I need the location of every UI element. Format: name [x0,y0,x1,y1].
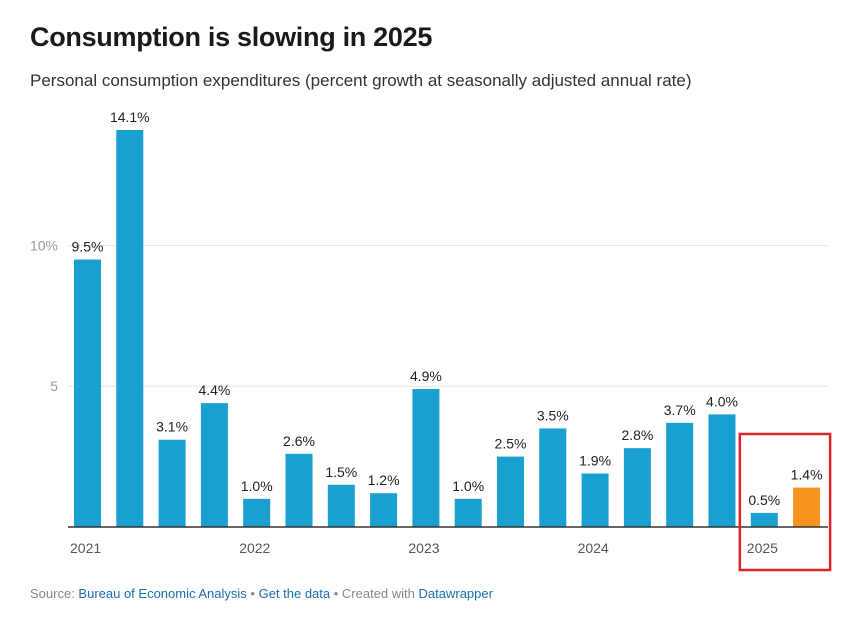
bar-value-label: 1.0% [241,478,273,494]
bar-value-label: 4.4% [198,382,230,398]
bar-value-label: 1.4% [791,467,823,483]
bar-chart: 10% 5 9.5% 14.1% 3.1% 4.4% 1.0% 2.6% 1.5% 1.2% 4.9… [30,109,832,572]
get-data-link[interactable]: Get the data [258,586,331,601]
x-year-label: 2025 [747,540,778,556]
bar [666,422,694,527]
bar [158,439,186,527]
bar [708,414,736,527]
bar-value-label: 2.6% [283,433,315,449]
y-tick-label: 5 [50,378,58,394]
bar [285,453,313,527]
footer-source: Source: Bureau of Economic Analysis • Ge… [30,586,493,601]
highlight-box [738,432,832,572]
y-tick-label: 10% [30,237,58,253]
bar-value-label: 2.8% [621,427,653,443]
bar-value-label: 1.9% [579,453,611,469]
bar [497,456,524,527]
bar-value-label: 3.1% [156,419,188,435]
bar-value-label: 3.7% [664,402,696,418]
x-year-label: 2024 [578,540,609,556]
bar [539,428,567,527]
footer-created-with: • Created with [330,586,419,601]
bar [454,498,482,527]
bar [623,448,651,527]
bar [327,484,355,527]
bar-value-label: 2.5% [495,436,527,452]
bar-value-label: 1.0% [452,478,484,494]
bar-value-label: 14.1% [110,109,150,125]
x-year-label: 2022 [239,540,270,556]
bar [74,259,101,527]
source-prefix: Source: [30,586,79,601]
x-year-label: 2023 [408,540,439,556]
bar-value-label: 3.5% [537,407,569,423]
x-year-label: 2021 [70,540,101,556]
bar [750,512,778,527]
bar-value-label: 1.2% [368,472,400,488]
bar [243,498,271,527]
datawrapper-link[interactable]: Datawrapper [418,586,493,601]
bar-value-label: 4.9% [410,368,442,384]
bar [412,389,440,527]
bar [581,473,609,527]
bar-value-label: 1.5% [325,464,357,480]
bar-value-label: 9.5% [72,239,104,255]
bar [793,487,821,527]
bar [116,130,144,527]
footer-separator: • [246,586,259,601]
bar-value-label: 0.5% [748,492,780,508]
bar [200,403,228,527]
bar-value-label: 4.0% [706,393,738,409]
chart-subtitle: Personal consumption expenditures (perce… [30,71,692,90]
bar [370,493,398,527]
chart-title: Consumption is slowing in 2025 [30,22,433,52]
source-link[interactable]: Bureau of Economic Analysis [78,586,247,601]
